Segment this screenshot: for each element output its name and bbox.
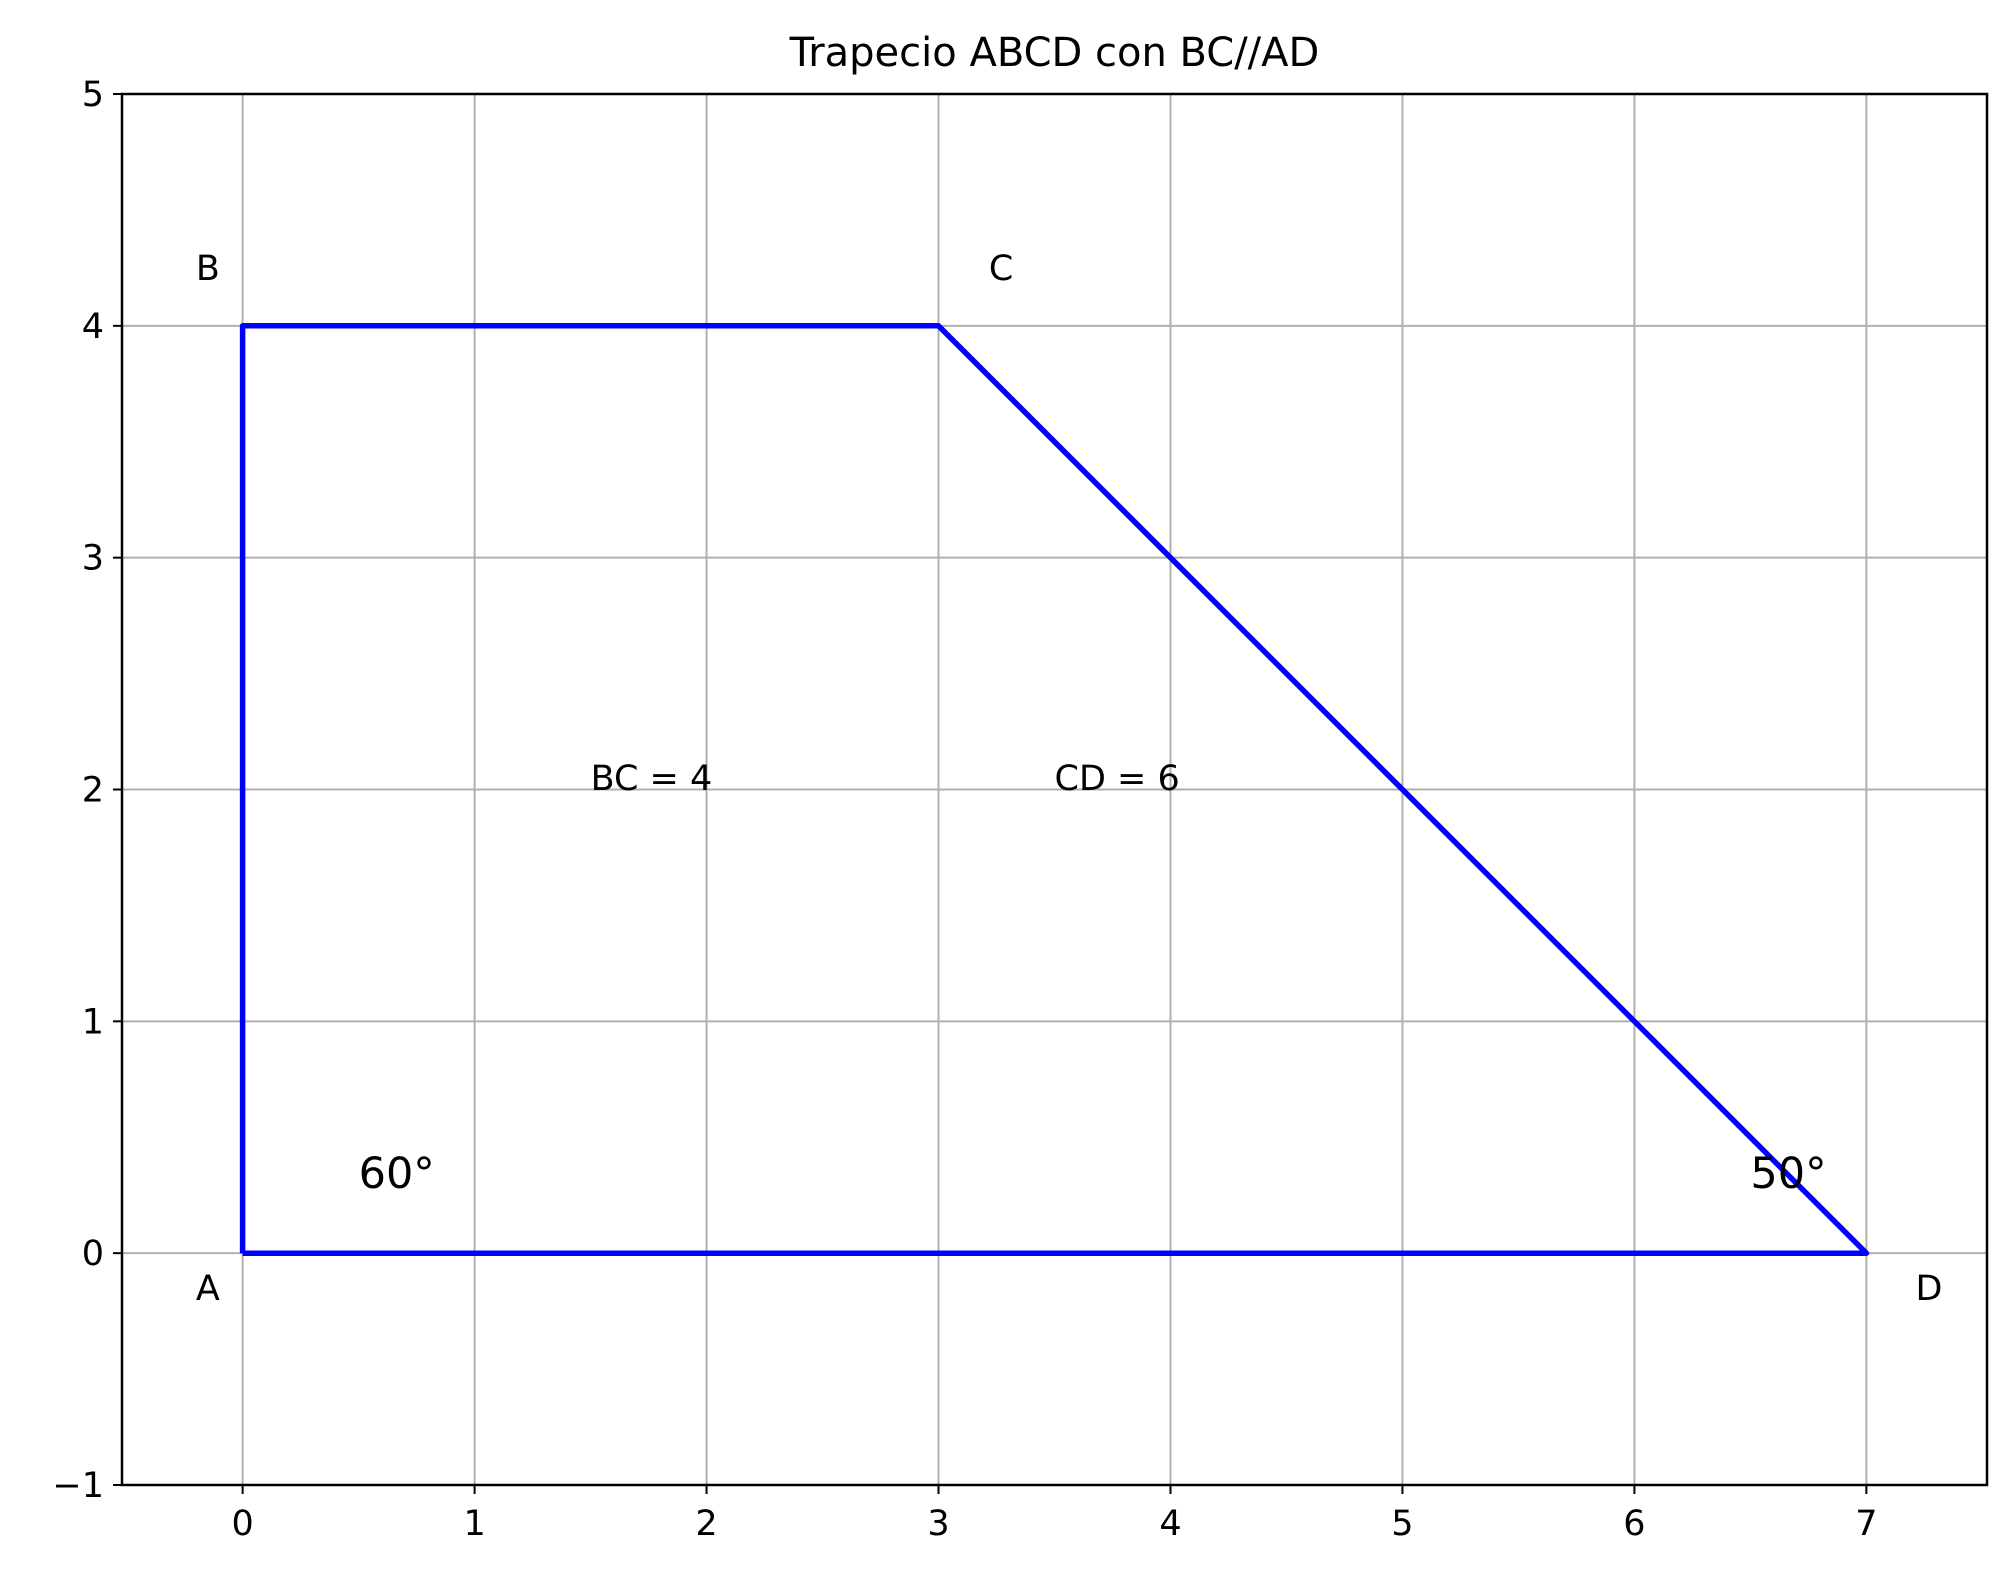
y-tick-label: −1 xyxy=(52,1466,104,1506)
x-tick-label: 1 xyxy=(463,1504,485,1544)
vertex-label-b: B xyxy=(196,249,220,289)
angle-label: 50° xyxy=(1750,1149,1826,1199)
x-tick-label: 0 xyxy=(231,1504,253,1544)
x-tick-label: 5 xyxy=(1391,1504,1413,1544)
vertex-label-d: D xyxy=(1916,1269,1943,1309)
chart-title: Trapecio ABCD con BC//AD xyxy=(789,30,1320,76)
y-tick-label: 2 xyxy=(82,771,104,811)
y-tick-label: 4 xyxy=(82,307,104,347)
x-tick-label: 7 xyxy=(1855,1504,1877,1544)
x-tick-label: 4 xyxy=(1159,1504,1181,1544)
angle-label: 60° xyxy=(359,1149,435,1199)
length-label: CD = 6 xyxy=(1055,759,1180,799)
series xyxy=(239,323,1870,1256)
x-tick-label: 3 xyxy=(927,1504,949,1544)
x-tick-label: 2 xyxy=(695,1504,717,1544)
y-tick-label: 0 xyxy=(82,1234,104,1274)
y-tick-label: 5 xyxy=(82,75,104,115)
x-tick-label: 6 xyxy=(1623,1504,1645,1544)
ticks: 0 1 2 3 4 5 6 7 −1 0 1 2 3 4 5 xyxy=(52,75,1877,1544)
vertex-label-c: C xyxy=(989,249,1013,289)
y-tick-label: 1 xyxy=(82,1002,104,1042)
length-label: BC = 4 xyxy=(591,759,713,799)
trapezoid-outline xyxy=(239,323,1870,1256)
vertex-label-a: A xyxy=(196,1269,220,1309)
y-tick-label: 3 xyxy=(82,539,104,579)
labels: A B C D BC = 4 CD = 6 60° 50° xyxy=(196,249,1943,1309)
